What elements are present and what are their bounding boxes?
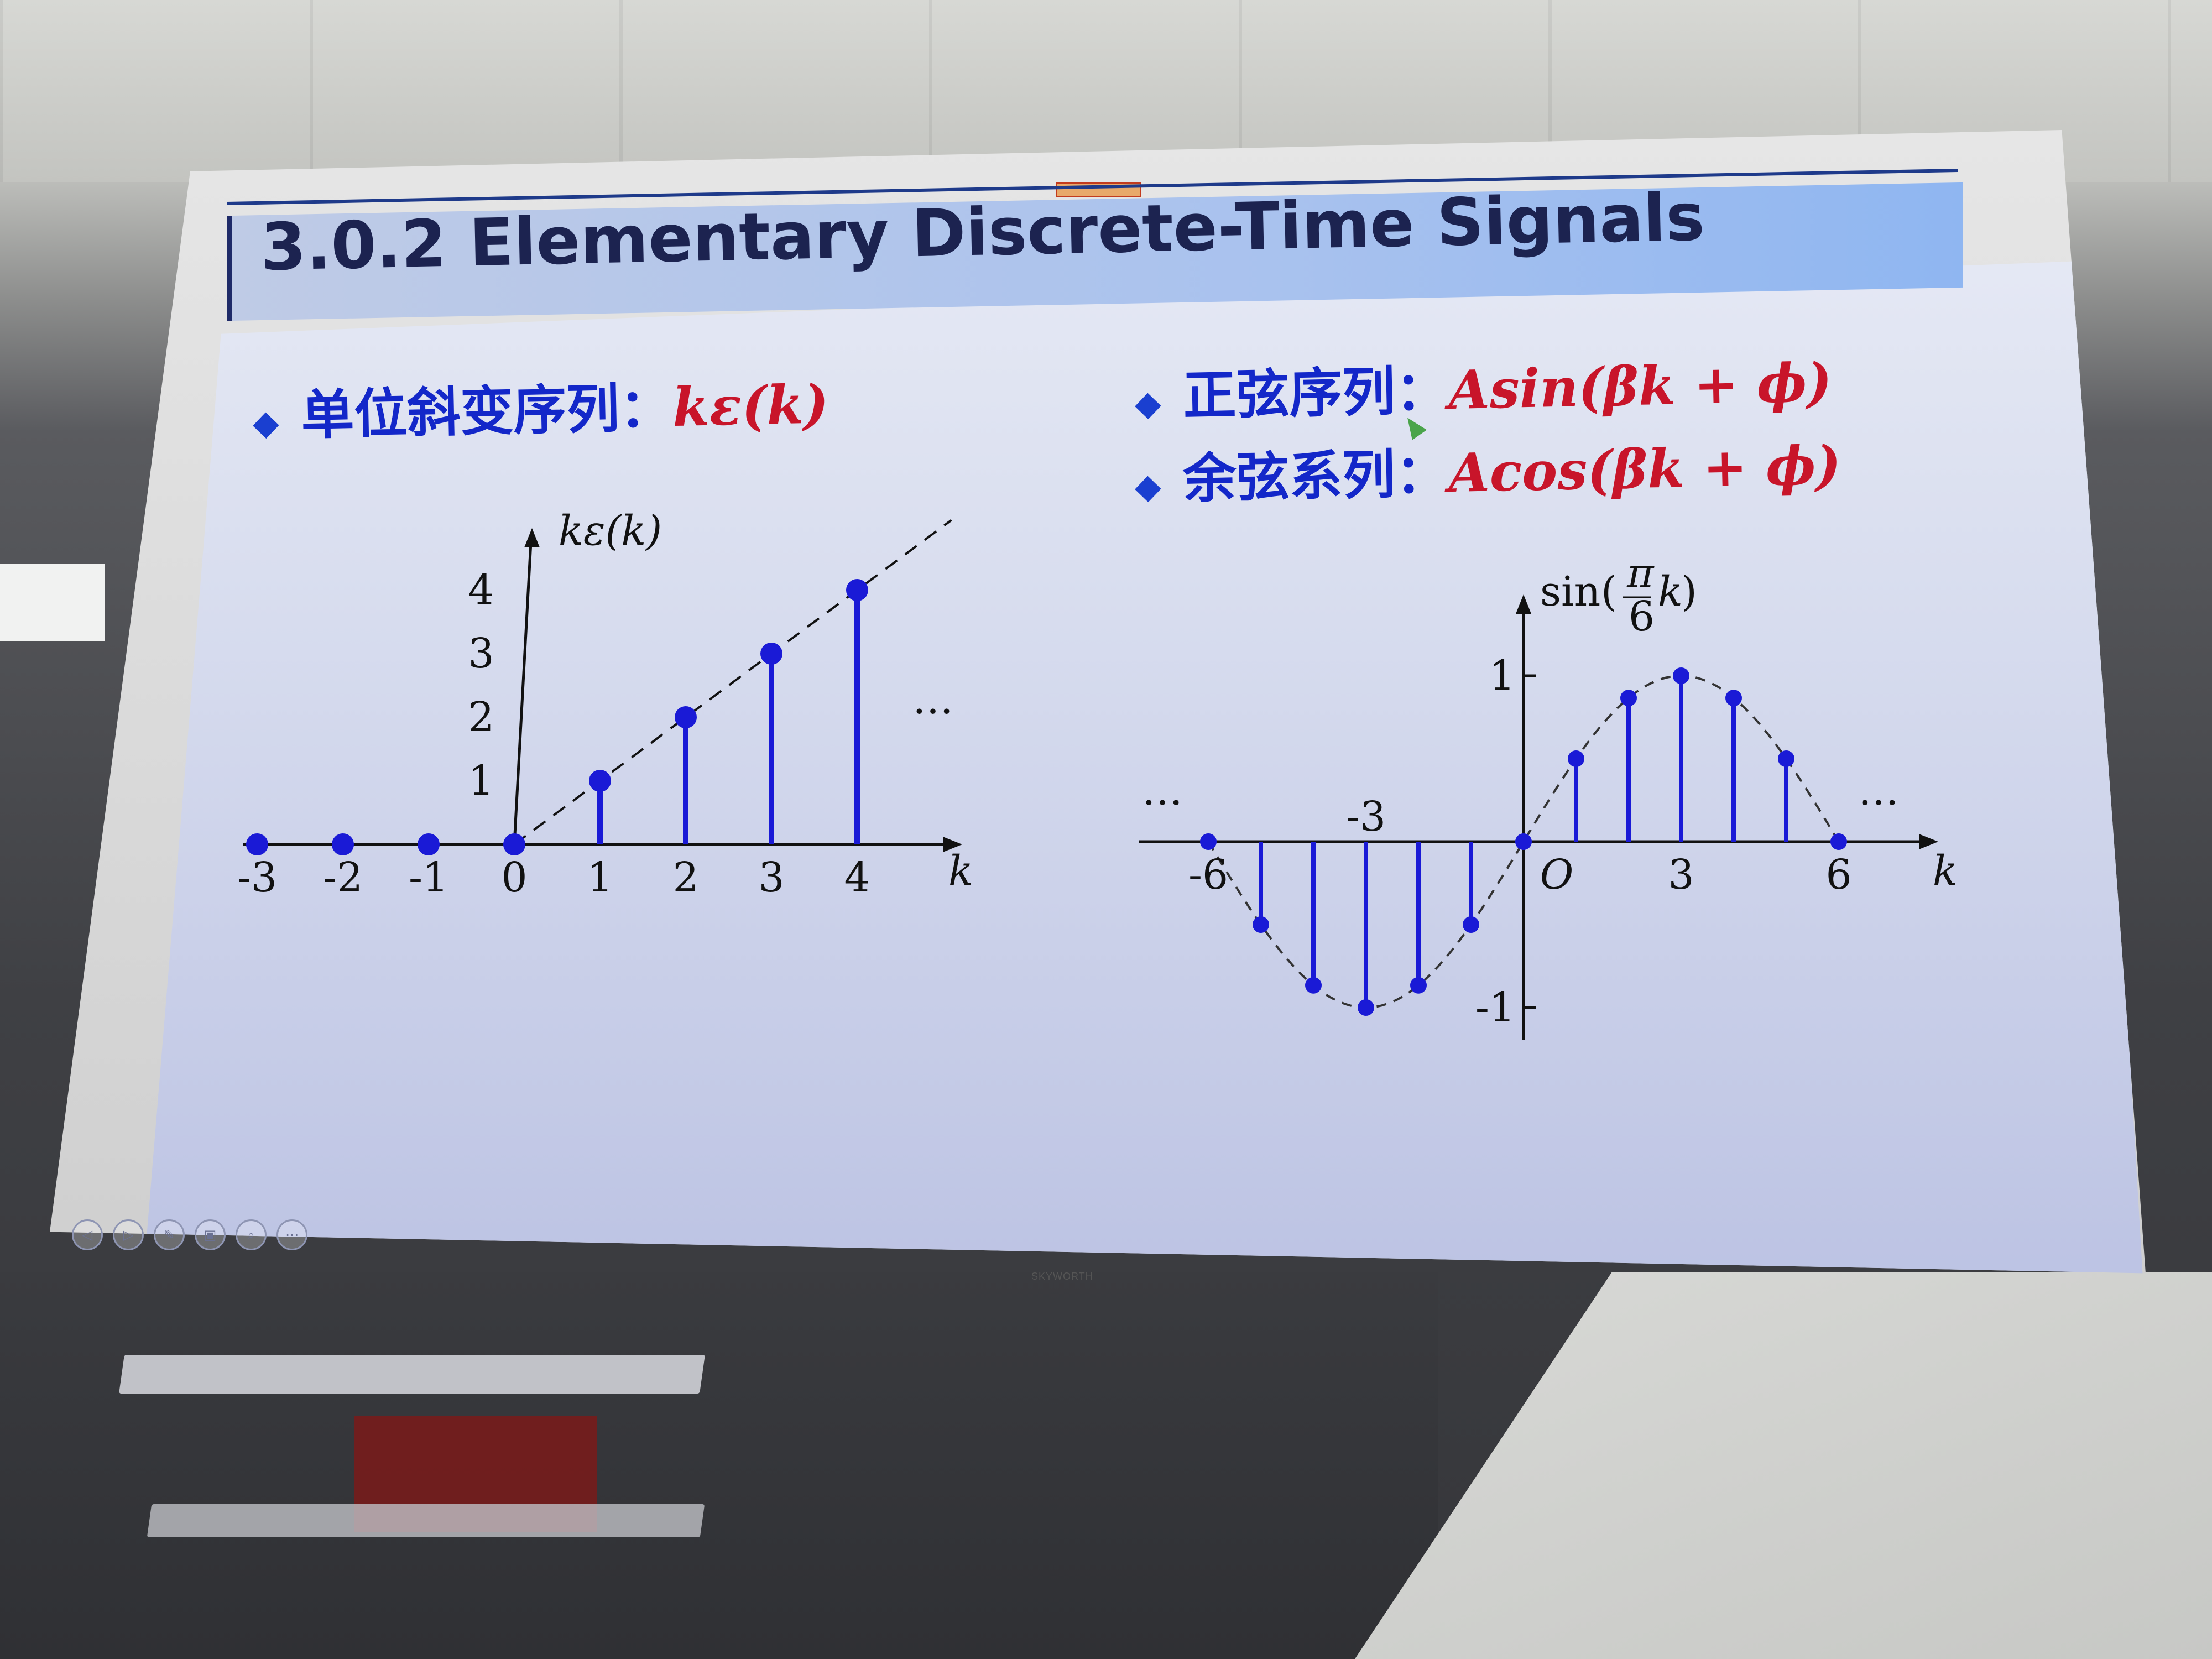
sine-y-label-den: 6 [1629, 593, 1655, 640]
more-icon[interactable]: ⋯ [276, 1219, 307, 1250]
ramp-x-tick-label: 3 [758, 854, 784, 901]
sine-data-point [1725, 690, 1742, 707]
sine-data-point [1200, 833, 1217, 850]
sine-x-tick-label: O [1540, 851, 1574, 899]
ramp-y-axis [513, 541, 533, 845]
sine-data-point [1830, 833, 1847, 850]
sine-y-tick-label: 1 [1489, 652, 1515, 700]
ramp-x-tick-label: 2 [672, 854, 698, 901]
sine-data-point [1778, 750, 1794, 767]
ramp-data-point [760, 643, 782, 665]
ramp-data-point [503, 833, 525, 855]
sine-y-axis-arrow-icon [1516, 594, 1531, 614]
ramp-data-point [332, 833, 354, 855]
slideshow-toolbar: ◁ ▷ ✎ ▣ ⌕ ⋯ [72, 1219, 307, 1253]
sine-x-tick-label: -3 [1346, 793, 1386, 841]
prev-icon[interactable]: ◁ [72, 1219, 103, 1250]
ramp-x-tick-label: -3 [237, 854, 277, 901]
ramp-y-axis-label: kε(k) [559, 507, 662, 555]
tv-bezel [50, 130, 2146, 1274]
ramp-x-axis-label: k [948, 847, 973, 895]
sine-continuation-right: … [1858, 767, 1899, 815]
sine-x-axis-arrow-icon [1919, 834, 1938, 849]
ramp-y-tick-label: 4 [468, 566, 494, 614]
tv-brand-label: SKYWORTH [1031, 1271, 1093, 1282]
sine-x-tick-label: -6 [1188, 851, 1228, 899]
sine-data-point [1515, 833, 1532, 850]
sine-x-tick-label: 6 [1825, 851, 1851, 899]
sine-y-label-var: k [1658, 568, 1683, 615]
sine-data-point [1568, 750, 1584, 767]
tv-screen [144, 260, 2143, 1274]
ramp-data-point [589, 770, 611, 792]
ramp-data-point [675, 706, 697, 728]
ramp-data-point [246, 833, 268, 855]
sine-data-point [1673, 667, 1689, 684]
sine-x-tick-label: 3 [1668, 851, 1694, 899]
ramp-x-axis-arrow-icon [943, 837, 962, 852]
ramp-data-point [418, 833, 440, 855]
ramp-y-tick-label: 1 [468, 757, 494, 805]
ramp-data-point [846, 579, 868, 601]
ramp-continuation: … [912, 676, 953, 723]
ceiling-light-left [0, 564, 105, 641]
ramp-y-tick-label: 3 [468, 630, 494, 677]
ramp-y-tick-label: 2 [468, 693, 494, 741]
sine-y-label-num: π [1626, 550, 1655, 597]
sine-data-point [1253, 916, 1269, 933]
ramp-dashed-envelope [513, 519, 952, 846]
ramp-x-tick-label: -2 [323, 854, 363, 901]
sine-y-label-paren-open: ( [1601, 568, 1617, 615]
sine-x-axis-label: k [1933, 847, 1958, 895]
ramp-y-axis-arrow-icon [524, 528, 540, 547]
ramp-x-tick-label: 0 [501, 854, 527, 901]
zoom-icon[interactable]: ⌕ [236, 1219, 267, 1250]
sine-data-point [1358, 999, 1374, 1016]
sine-data-point [1463, 916, 1479, 933]
sine-data-point [1620, 690, 1637, 707]
pen-icon[interactable]: ✎ [154, 1219, 185, 1250]
sine-data-point [1305, 977, 1322, 994]
ramp-x-tick-label: -1 [409, 854, 448, 901]
sine-y-tick-label: -1 [1475, 984, 1515, 1031]
sine-y-label-paren-close: ) [1681, 568, 1697, 615]
sine-data-point [1410, 977, 1427, 994]
sine-y-label-func: sin [1540, 568, 1600, 615]
ramp-x-tick-label: 1 [587, 854, 613, 901]
sine-continuation-left: … [1142, 767, 1183, 815]
ceiling-shadow [0, 1272, 1438, 1659]
ramp-x-tick-label: 4 [844, 854, 870, 901]
next-icon[interactable]: ▷ [113, 1219, 144, 1250]
slides-icon[interactable]: ▣ [195, 1219, 226, 1250]
